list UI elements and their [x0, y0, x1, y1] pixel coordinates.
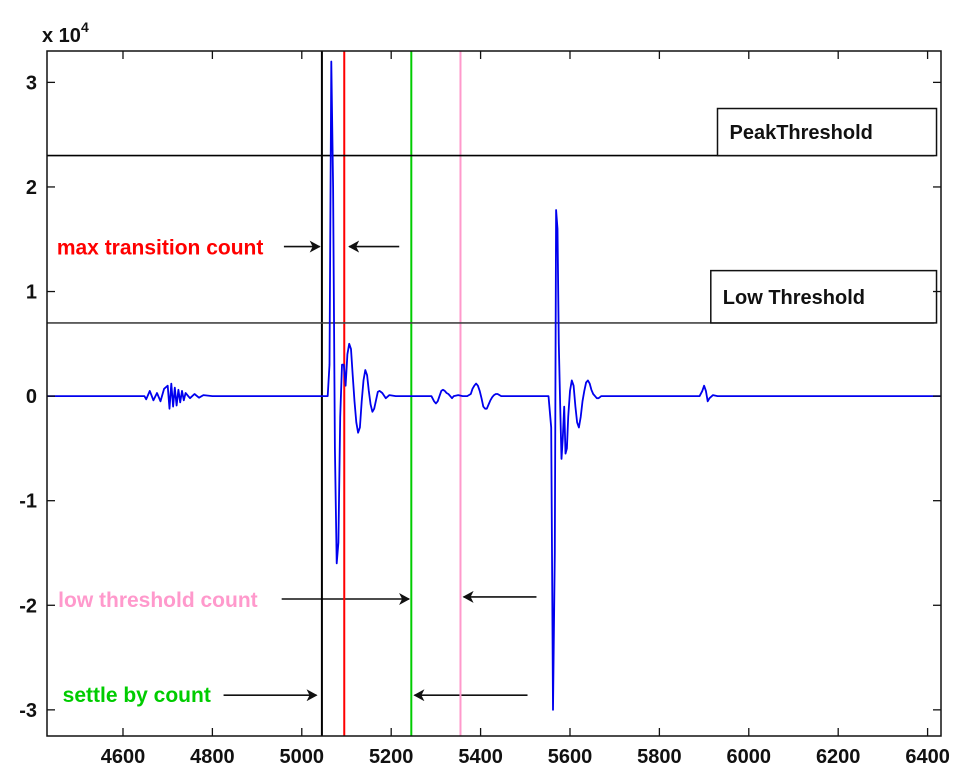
threshold-box-label: PeakThreshold: [730, 122, 873, 144]
threshold-box-frame: [710, 269, 938, 324]
annotation-layer: max transition count low threshold count s…: [57, 237, 537, 707]
x-tick-label: 5400: [458, 746, 503, 768]
annotation-0: max transition count: [57, 237, 400, 260]
series-line-0: [47, 60, 941, 711]
y-tick-label: -3: [19, 700, 37, 722]
annotation-text: settle by count: [63, 684, 211, 707]
threshold-boxes: PeakThreshold Low Threshold: [710, 107, 938, 324]
x-tick-label: 5000: [280, 746, 325, 768]
threshold-box-1: Low Threshold: [710, 269, 938, 324]
annotation-text: low threshold count: [58, 589, 257, 612]
x-tick-label: 4800: [190, 746, 235, 768]
annotation-1: low threshold count: [58, 589, 537, 612]
annotation-text: max transition count: [57, 237, 264, 260]
x-tick-label: 5800: [637, 746, 682, 768]
y-tick-label: 3: [26, 72, 37, 94]
plot-frame: [46, 50, 942, 737]
x-tick-label: 5600: [548, 746, 593, 768]
threshold-box-0: PeakThreshold: [716, 107, 938, 157]
y-tick-label: -2: [19, 595, 37, 617]
y-tick-label: 2: [26, 177, 37, 199]
x-tick-label: 6200: [816, 746, 861, 768]
y-tick-label: -1: [19, 491, 37, 513]
series-layer: [47, 60, 941, 711]
x-tick-label: 4600: [101, 746, 146, 768]
x-tick-label: 5200: [369, 746, 414, 768]
y-tick-label: 1: [26, 282, 37, 304]
threshold-box-label: Low Threshold: [723, 287, 865, 309]
axes: 4600 4800 5000 5200 5400 5600 5800 6000 6200 6400…: [19, 50, 950, 768]
y-tick-label: 0: [26, 386, 37, 408]
x-tick-label: 6000: [727, 746, 772, 768]
y-exponent-label: x 104: [42, 19, 89, 47]
annotation-2: settle by count: [63, 684, 528, 707]
threshold-box-frame: [716, 107, 938, 157]
x-tick-label: 6400: [905, 746, 950, 768]
